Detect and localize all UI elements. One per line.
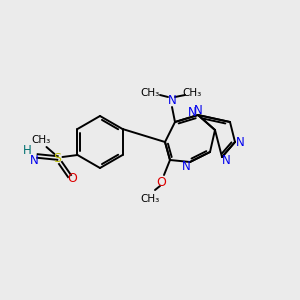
Text: N: N — [182, 160, 190, 172]
Text: N: N — [222, 154, 230, 167]
Text: CH₃: CH₃ — [140, 88, 160, 98]
Text: N: N — [194, 104, 202, 118]
Text: N: N — [236, 136, 244, 148]
Text: CH₃: CH₃ — [32, 135, 51, 145]
Text: H: H — [23, 145, 32, 158]
Text: O: O — [156, 176, 166, 190]
Text: O: O — [68, 172, 77, 185]
Text: N: N — [188, 106, 196, 119]
Text: N: N — [168, 94, 176, 106]
Text: CH₃: CH₃ — [182, 88, 202, 98]
Text: CH₃: CH₃ — [140, 194, 160, 204]
Text: N: N — [30, 154, 39, 167]
Text: S: S — [53, 152, 62, 164]
